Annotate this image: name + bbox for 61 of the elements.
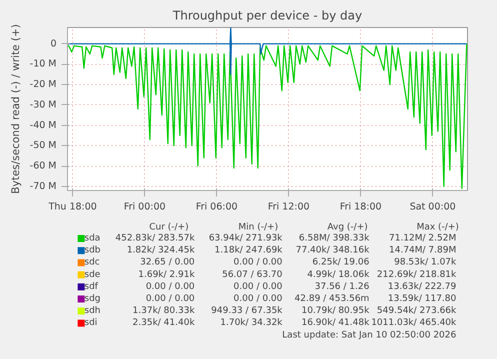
- legend-label: sdf: [84, 282, 99, 292]
- legend-label: sde: [84, 270, 101, 280]
- text: 549.54k/ 273.66k: [376, 306, 458, 316]
- text: 13.59k/ 117.80: [388, 294, 457, 304]
- legend-label: sda: [84, 234, 100, 244]
- legend-label: sdg: [84, 294, 101, 304]
- text: 0.00 / 0.00: [234, 282, 283, 292]
- legend-label: sdb: [84, 246, 101, 256]
- text: 1.18k/ 247.69k: [214, 246, 284, 256]
- text: 14.74M/ 7.89M: [389, 246, 456, 256]
- x-tick-label: Fri 06:00: [196, 202, 238, 212]
- text: 1.82k/ 324.45k: [126, 246, 196, 256]
- x-tick-label: Fri 00:00: [124, 202, 166, 212]
- text: Last update: Sat Jan 10 02:50:00 2026: [282, 330, 457, 340]
- text: 0.00 / 0.00: [234, 294, 283, 304]
- text: 32.65 / 0.00: [140, 258, 195, 268]
- text: 56.07 / 63.70: [222, 270, 283, 280]
- x-tick-label: Fri 12:00: [268, 202, 310, 212]
- y-tick-label: -10 M: [30, 58, 56, 70]
- text: Avg (-/+): [327, 222, 368, 232]
- text: 452.83k/ 283.57k: [115, 234, 196, 244]
- legend-label: sdc: [84, 258, 100, 268]
- legend-label: sdi: [84, 318, 98, 328]
- text: 4.99k/ 18.06k: [307, 270, 370, 280]
- text: 98.53k/ 1.07k: [394, 258, 458, 268]
- text: 1.37k/ 80.33k: [132, 306, 196, 316]
- text: 0.00 / 0.00: [234, 258, 283, 268]
- y-tick-label: -60 M: [30, 160, 56, 172]
- y-tick-label: -40 M: [30, 120, 56, 131]
- text: Min (-/+): [238, 222, 278, 232]
- text: 63.94k/ 271.93k: [208, 234, 284, 244]
- y-tick-label: -70 M: [30, 180, 56, 192]
- text: 16.90k/ 41.48k: [301, 318, 370, 328]
- y-tick-label: -50 M: [30, 140, 56, 152]
- text: 71.12M/ 2.52M: [389, 234, 456, 244]
- text: 1011.03k/ 465.40k: [371, 318, 458, 328]
- text: 42.89 / 453.56m: [294, 294, 370, 304]
- text: 1.69k/ 2.91k: [138, 270, 196, 280]
- text: 37.56 / 1.26: [314, 282, 370, 292]
- text: 10.79k/ 80.95k: [301, 306, 370, 316]
- text: Cur (-/+): [149, 222, 189, 232]
- chart-title: Throughput per device - by day: [172, 8, 362, 22]
- text: 0.00 / 0.00: [146, 294, 195, 304]
- legend-label: sdh: [84, 306, 101, 316]
- x-tick-label: Sat 00:00: [410, 202, 456, 212]
- y-tick-label: -20 M: [30, 79, 56, 90]
- text: 77.40k/ 348.16k: [296, 246, 370, 256]
- x-tick-label: Thu 18:00: [48, 202, 97, 212]
- text: 949.33 / 67.35k: [211, 306, 284, 316]
- text: 13.63k/ 222.79: [388, 282, 457, 292]
- text: 1.70k/ 34.32k: [220, 318, 284, 328]
- y-axis-title: Bytes/second read (-) / write (+): [10, 24, 22, 194]
- text: 212.69k/ 218.81k: [376, 270, 458, 280]
- text: 2.35k/ 41.40k: [132, 318, 196, 328]
- text: 6.58M/ 398.33k: [298, 234, 370, 244]
- text: 6.25k/ 19.06: [312, 258, 370, 268]
- text: Max (-/+): [416, 222, 459, 232]
- x-tick-label: Fri 18:00: [340, 202, 382, 212]
- y-tick-label: 0: [50, 38, 57, 50]
- text: 0.00 / 0.00: [146, 282, 195, 292]
- y-tick-label: -30 M: [30, 99, 56, 110]
